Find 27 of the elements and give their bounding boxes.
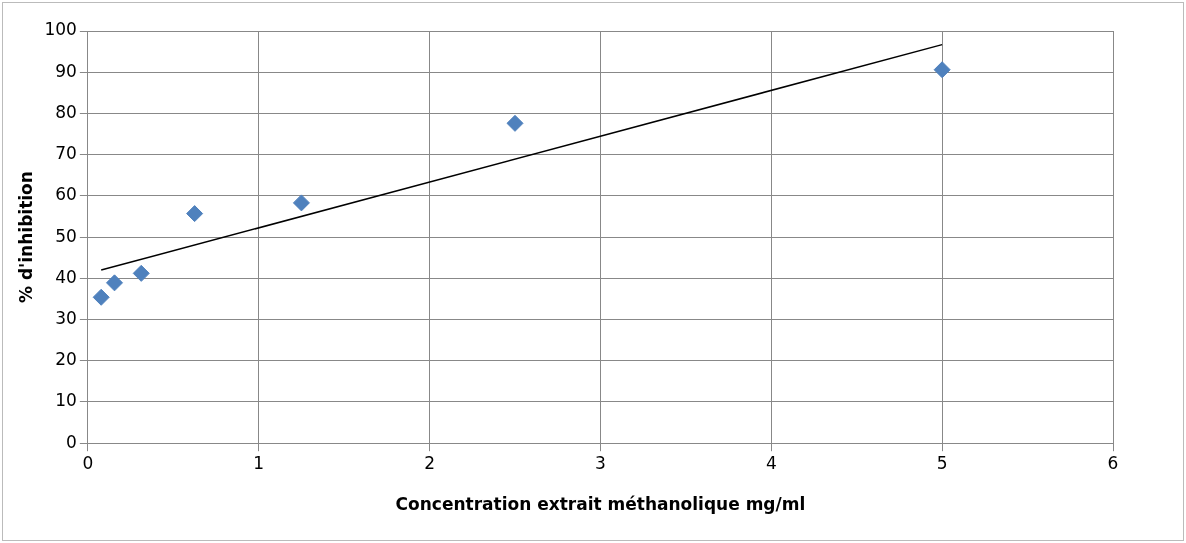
point (92, 288, 110, 306)
y-axis-title: % d'inhibition (15, 171, 36, 304)
point (292, 194, 310, 212)
y-tick-label: 30 (55, 307, 77, 328)
x-tick-label: 6 (1107, 452, 1119, 473)
y-tick-label: 70 (55, 143, 77, 164)
y-tick-label: 0 (66, 431, 77, 452)
y-tick-label: 40 (55, 266, 77, 287)
y-tick-label: 90 (55, 60, 77, 81)
x-tick-label: 4 (765, 452, 777, 473)
x-tick-label: 3 (595, 452, 606, 473)
y-tick-label: 50 (55, 225, 77, 246)
point (186, 205, 204, 223)
x-tick-label: 2 (424, 452, 435, 473)
point (106, 274, 123, 292)
y-tick-label: 20 (55, 349, 77, 370)
x-tick-label: 1 (253, 452, 265, 473)
y-tick-label: 80 (55, 101, 77, 122)
y-tick-label: 10 (55, 390, 77, 411)
x-axis-title: Concentration extrait méthanolique mg/ml (395, 494, 806, 515)
point (933, 61, 951, 79)
point (506, 114, 524, 132)
y-tick-label: 60 (55, 184, 77, 205)
point (132, 264, 150, 282)
y-tick-label: 100 (44, 19, 77, 40)
x-tick-label: 5 (936, 452, 948, 473)
x-tick-label: 0 (82, 452, 94, 473)
